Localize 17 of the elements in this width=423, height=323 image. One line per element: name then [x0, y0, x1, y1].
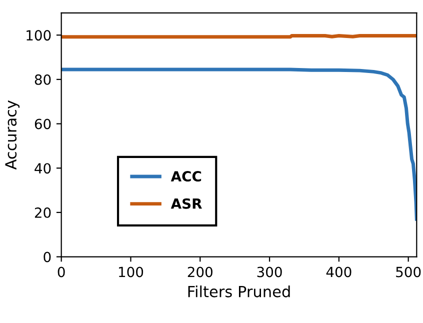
- line-series: [61, 68, 417, 221]
- x-axis-title: Filters Pruned: [188, 286, 290, 298]
- y-tick-label: 60: [34, 118, 51, 130]
- x-tick-label: 500: [396, 266, 421, 278]
- y-axis-title: Accuracy: [5, 100, 20, 170]
- y-tick-label: 0: [44, 252, 51, 262]
- x-tick-label: 200: [188, 266, 212, 278]
- y-tick-label: 40: [34, 163, 51, 174]
- x-tick-label: 400: [326, 266, 352, 278]
- x-tick-label: 0: [58, 266, 65, 278]
- y-tick-label: 100: [26, 30, 51, 41]
- legend-label: ACC: [170, 171, 202, 182]
- x-tick-label: 300: [257, 266, 282, 278]
- y-tick-label: 20: [34, 207, 51, 218]
- x-tick-label: 100: [119, 266, 144, 278]
- y-tick-label: 80: [34, 74, 51, 85]
- legend-label: ASR: [170, 198, 202, 209]
